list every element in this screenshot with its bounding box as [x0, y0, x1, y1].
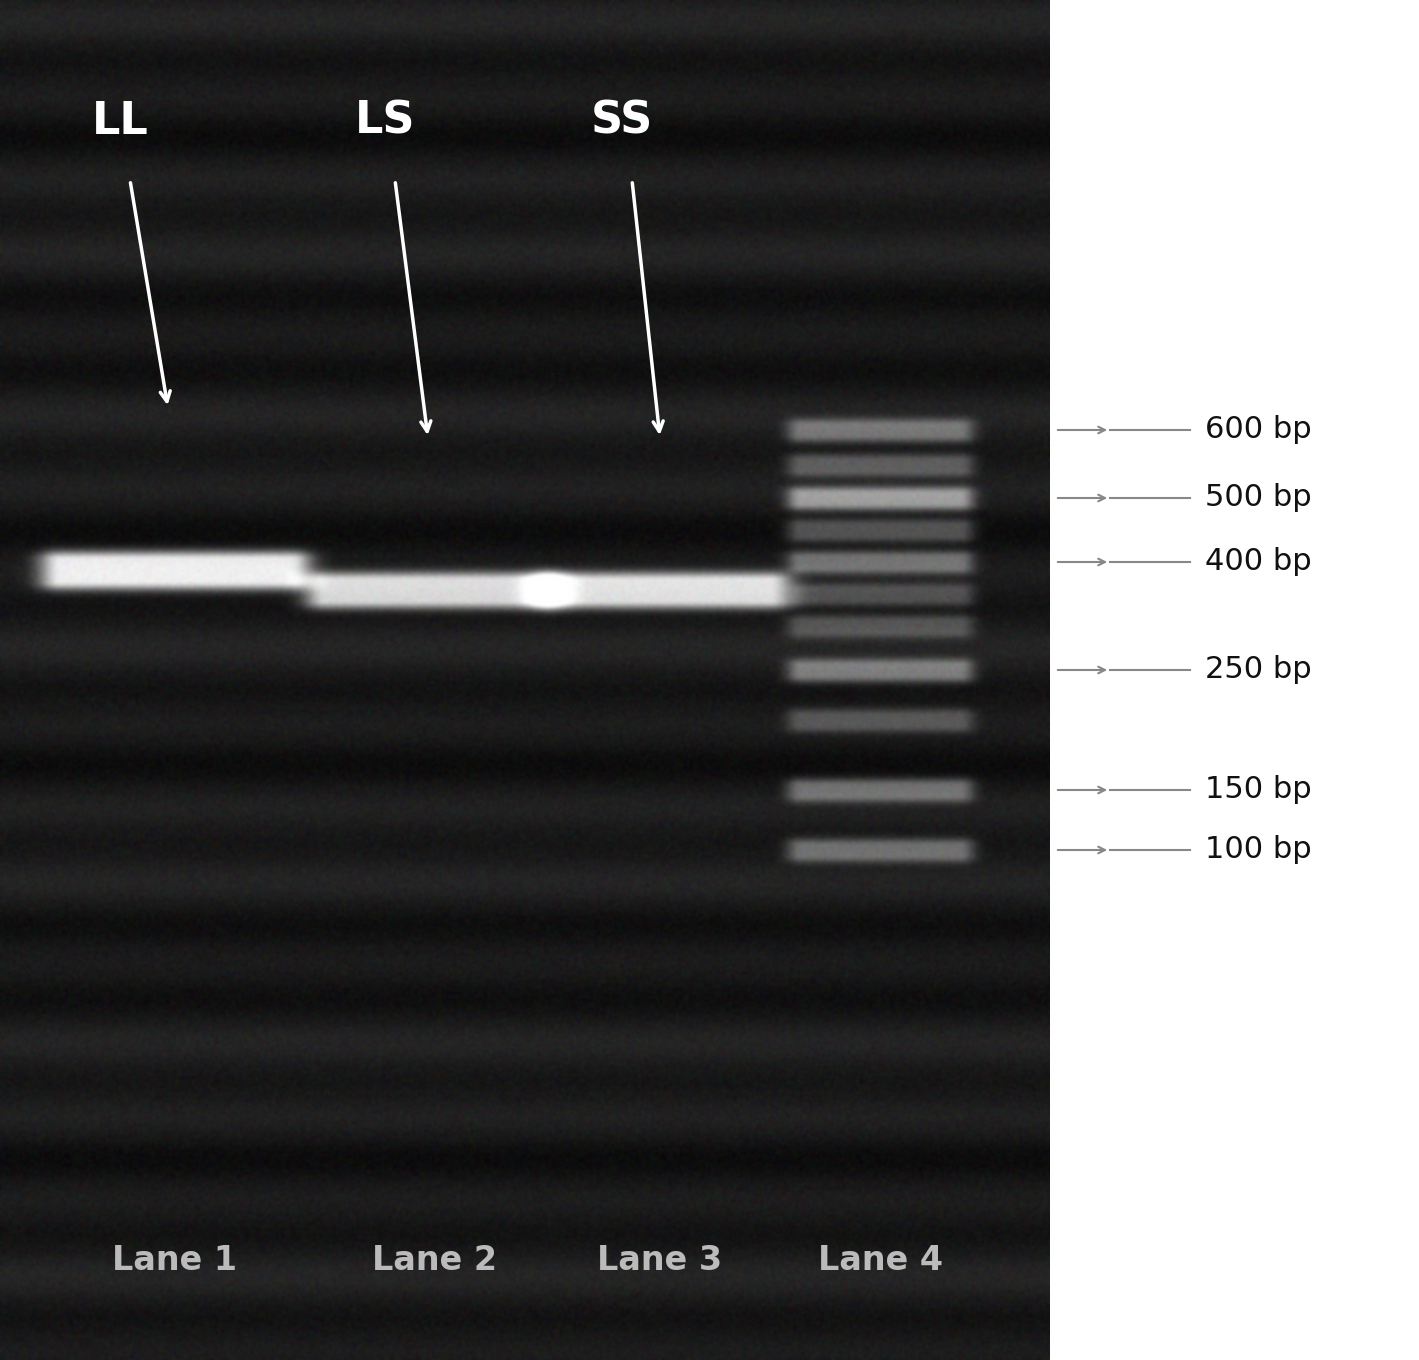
Text: 100 bp: 100 bp [1205, 835, 1311, 865]
Text: Lane 1: Lane 1 [112, 1243, 237, 1277]
Text: Lane 3: Lane 3 [597, 1243, 722, 1277]
Text: Lane 2: Lane 2 [373, 1243, 498, 1277]
Text: 500 bp: 500 bp [1205, 484, 1311, 513]
Text: 600 bp: 600 bp [1205, 416, 1311, 445]
Text: 250 bp: 250 bp [1205, 656, 1311, 684]
Text: SS: SS [590, 101, 653, 143]
Text: LL: LL [92, 101, 149, 143]
Text: Lane 4: Lane 4 [817, 1243, 942, 1277]
Text: 400 bp: 400 bp [1205, 548, 1311, 577]
Text: LS: LS [355, 101, 416, 143]
Text: 150 bp: 150 bp [1205, 775, 1311, 805]
